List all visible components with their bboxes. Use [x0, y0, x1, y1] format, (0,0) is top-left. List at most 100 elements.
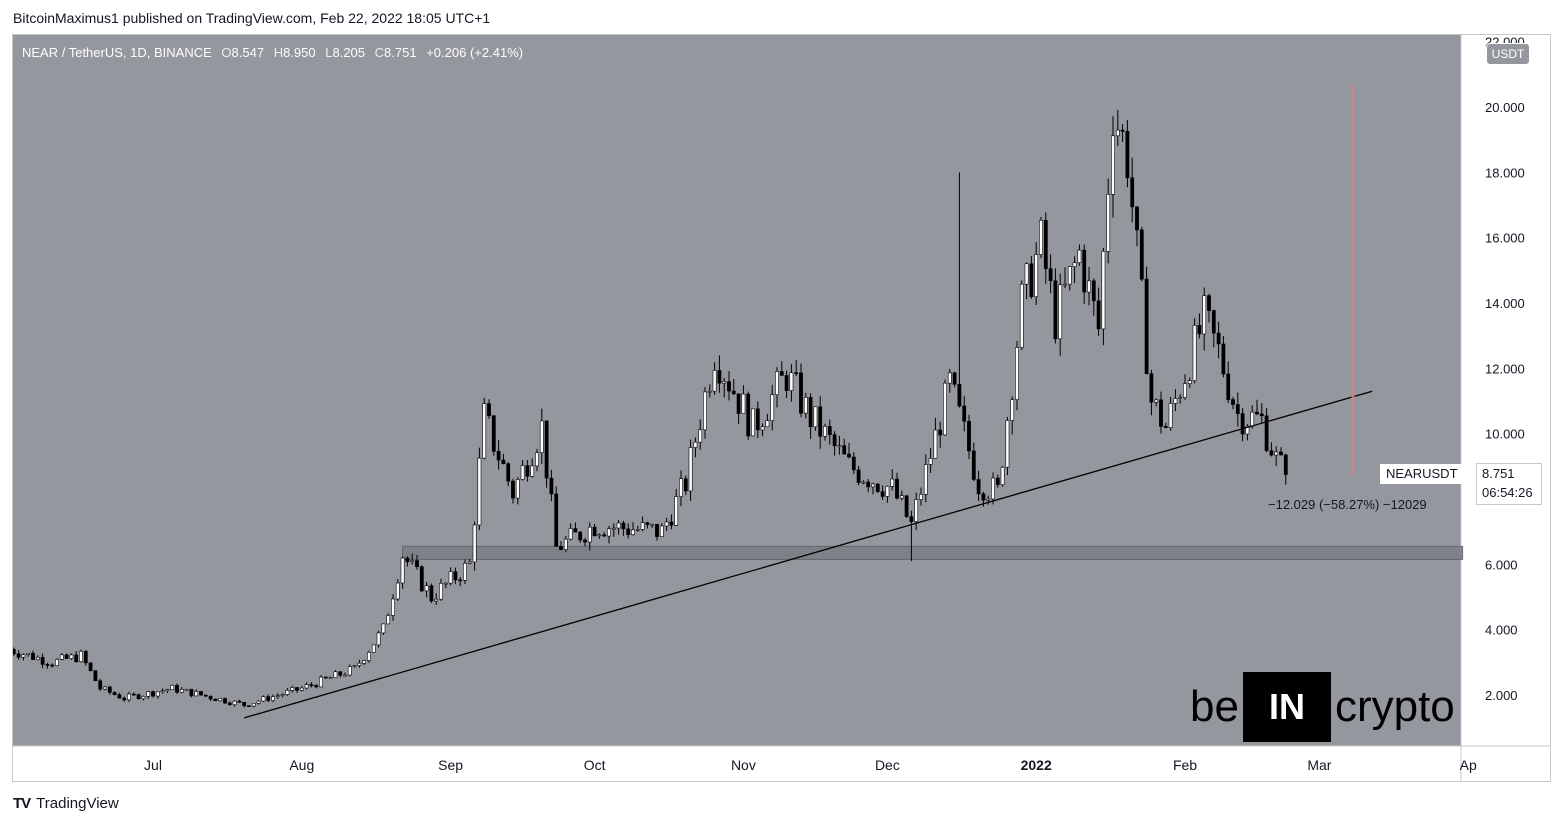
brand-box: IN — [1242, 672, 1331, 742]
candle-body — [803, 397, 808, 414]
candle-body — [1283, 454, 1288, 475]
x-tick-label: Nov — [731, 757, 756, 773]
x-tick-label: Mar — [1307, 757, 1331, 773]
candle-body — [112, 692, 117, 696]
high-value: 8.950 — [283, 45, 316, 60]
candle-body — [266, 696, 271, 701]
candle-body — [597, 534, 602, 537]
high-key: H — [273, 45, 284, 60]
candle-body — [59, 654, 64, 660]
candle-body — [1010, 399, 1015, 421]
candle-body — [746, 393, 751, 437]
candle-body — [890, 478, 895, 487]
candle-body — [871, 483, 875, 488]
candle-body — [35, 656, 40, 660]
candle-body — [914, 499, 919, 522]
candle-body — [554, 493, 559, 547]
candle-body — [659, 525, 664, 537]
candle-body — [775, 371, 779, 396]
candle-body — [1183, 383, 1187, 398]
candle-body — [93, 670, 98, 682]
candle-body — [837, 445, 842, 447]
candle-body — [1255, 411, 1259, 415]
candle-body — [242, 702, 247, 706]
candle-body — [784, 375, 789, 391]
y-tick-label: 16.000 — [1485, 231, 1525, 246]
pair-label: NEAR / TetherUS, 1D, BINANCE — [22, 45, 212, 60]
candle-body — [429, 585, 434, 602]
candle-body — [1067, 266, 1072, 285]
currency-unit-button[interactable]: USDT — [1486, 43, 1530, 65]
candle-body — [755, 408, 760, 431]
plot-area — [13, 35, 1461, 746]
low-value: 8.205 — [332, 45, 366, 60]
candle-body — [751, 408, 755, 437]
candle-body — [151, 691, 155, 697]
candle-body — [669, 521, 674, 526]
candle-body — [1250, 411, 1255, 427]
candle-body — [487, 403, 491, 417]
tradingview-name: TradingView — [36, 795, 119, 812]
candle-body — [827, 426, 832, 435]
candle-body — [1149, 373, 1154, 403]
candle-body — [587, 526, 592, 543]
candle-body — [688, 447, 693, 492]
price-chart[interactable]: 22.00020.00018.00016.00014.00012.00010.0… — [13, 35, 1550, 781]
candle-body — [568, 528, 573, 540]
candle-body — [741, 393, 746, 414]
candle-body — [515, 479, 520, 499]
candle-body — [376, 632, 381, 646]
x-tick-label: Aug — [289, 757, 314, 773]
candle-body — [1096, 300, 1101, 330]
candle-body — [400, 557, 405, 584]
x-tick-label: Oct — [584, 757, 606, 773]
candle-body — [583, 539, 587, 543]
candle-body — [909, 516, 914, 522]
candle-body — [247, 705, 251, 707]
candle-body — [1259, 413, 1264, 417]
candle-body — [765, 420, 770, 428]
candle-body — [203, 694, 208, 697]
candle-body — [645, 522, 650, 525]
support-zone — [402, 545, 1464, 560]
candle-body — [885, 486, 890, 497]
candle-body — [1159, 399, 1163, 427]
candle-body — [189, 688, 194, 697]
candle-body — [299, 687, 304, 691]
candle-body — [165, 689, 170, 692]
candle-body — [491, 415, 496, 452]
candle-body — [779, 371, 784, 376]
candle-body — [127, 693, 131, 701]
candle-body — [323, 676, 328, 679]
candle-body — [309, 684, 314, 686]
candle-body — [338, 671, 343, 676]
candle-body — [227, 702, 232, 706]
candle-body — [760, 426, 765, 431]
candle-body — [415, 560, 419, 568]
candle-body — [280, 694, 285, 696]
candle-body — [160, 690, 165, 693]
candle-body — [717, 370, 722, 384]
x-tick-label: 2022 — [1021, 757, 1052, 773]
candle-body — [357, 662, 362, 666]
chart-frame[interactable]: 22.00020.00018.00016.00014.00012.00010.0… — [12, 34, 1551, 782]
candle-body — [343, 674, 347, 677]
candle-body — [64, 654, 69, 659]
candle-body — [1087, 280, 1091, 293]
candle-body — [271, 696, 275, 701]
time-axis — [13, 746, 1461, 781]
candle-body — [218, 698, 223, 702]
candle-body — [1226, 373, 1231, 400]
candle-body — [314, 685, 319, 688]
candle-body — [707, 390, 712, 393]
candle-body — [208, 695, 213, 700]
candle-body — [98, 680, 103, 690]
candle-body — [640, 522, 645, 530]
candle-body — [952, 372, 957, 385]
candle-body — [424, 585, 429, 592]
candle-body — [155, 691, 160, 697]
candle-body — [712, 370, 717, 392]
open-key: O — [221, 45, 232, 60]
candle-body — [410, 560, 415, 563]
candle-body — [319, 676, 323, 688]
